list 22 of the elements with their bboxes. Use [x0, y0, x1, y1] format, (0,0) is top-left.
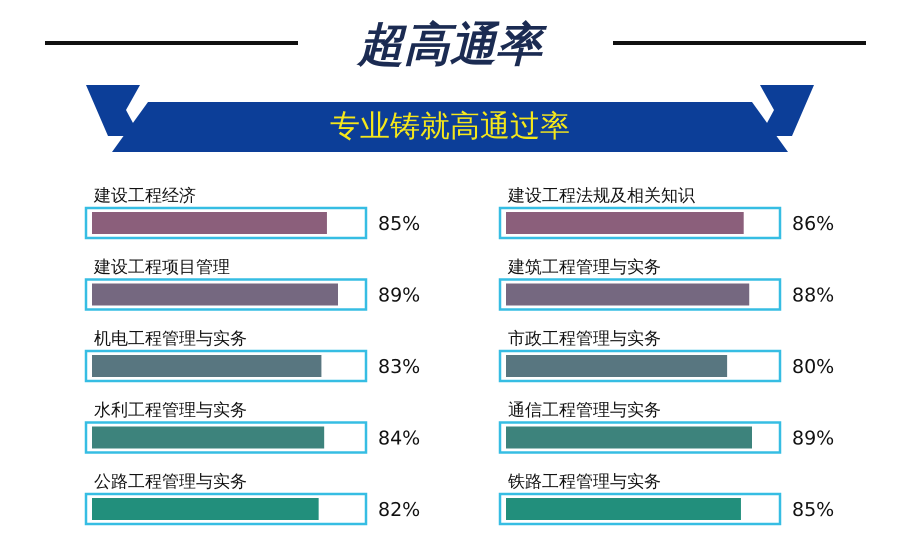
category-label: 铁路工程管理与实务: [508, 472, 661, 492]
data-label: 80%: [792, 356, 834, 378]
category-label: 市政工程管理与实务: [508, 329, 661, 349]
text: 专业铸就高通过率: [330, 109, 570, 144]
data-label: 86%: [792, 213, 834, 235]
category-label: 机电工程管理与实务: [94, 329, 247, 349]
text: 超高通率: [356, 17, 548, 71]
data-label: 89%: [792, 428, 834, 450]
data-label: 82%: [378, 499, 420, 521]
category-label: 通信工程管理与实务: [508, 400, 661, 420]
data-label: 88%: [792, 284, 834, 306]
data-label: 85%: [378, 213, 420, 235]
data-label: 85%: [792, 499, 834, 521]
data-label: 89%: [378, 284, 420, 306]
category-label: 建设工程法规及相关知识: [508, 186, 695, 206]
category-label: 公路工程管理与实务: [94, 472, 247, 492]
category-label: 建设工程经济: [94, 186, 196, 206]
category-label: 建设工程项目管理: [94, 258, 230, 278]
category-label: 水利工程管理与实务: [94, 400, 247, 420]
data-label: 83%: [378, 356, 420, 378]
category-label: 建筑工程管理与实务: [508, 258, 661, 278]
data-label: 84%: [378, 428, 420, 450]
